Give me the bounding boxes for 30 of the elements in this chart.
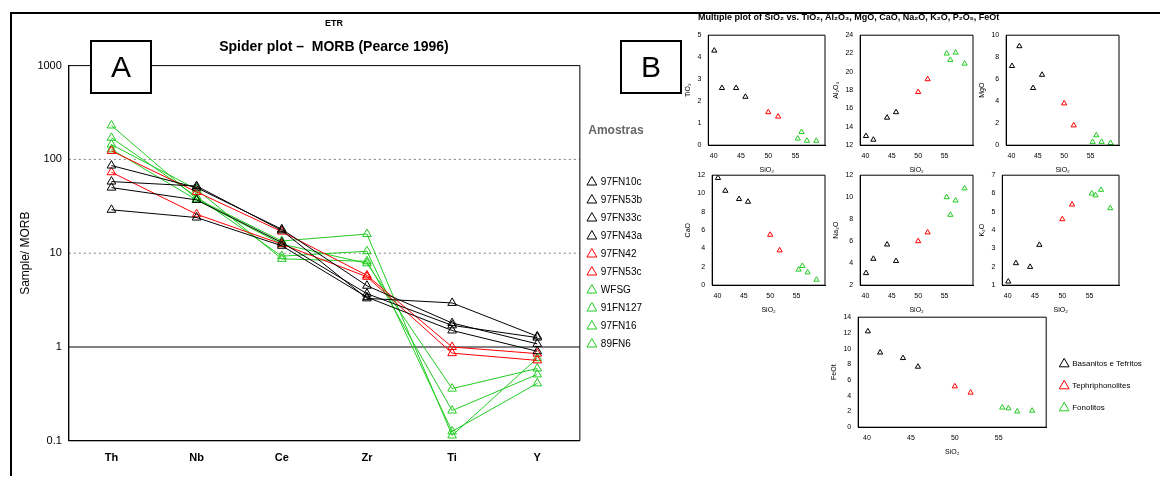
y-axis-title: Sample/ MORB: [17, 211, 32, 295]
y-tick-label: 10: [49, 246, 62, 259]
legend-label: 91FN127: [600, 301, 643, 313]
x-tick-label: Ti: [447, 451, 457, 464]
y-tick-label: 1: [55, 340, 62, 353]
legend-label: Tephriphonolites: [1072, 381, 1131, 391]
annotation: A: [90, 40, 152, 94]
text: B: [620, 40, 682, 94]
y-tick-label: 0.1: [46, 433, 62, 446]
legend-label: Fonolitos: [1072, 403, 1105, 413]
x-tick-label: Th: [104, 451, 119, 464]
legend-label: 97FN16: [600, 319, 637, 331]
x-tick-label: Nb: [189, 451, 205, 464]
y-tick-label: 100: [43, 152, 62, 165]
legend-label: Basanitos e Tefritos: [1072, 359, 1142, 369]
x-tick-label: Zr: [361, 451, 374, 464]
legend-label: 97FN42: [600, 247, 637, 259]
legend-label: 97FN10c: [600, 175, 642, 187]
chart-title: ETR: [325, 17, 344, 28]
x-tick-label: Y: [533, 451, 542, 464]
legend-label: 97FN33c: [600, 211, 642, 223]
legend-label: 97FN53c: [600, 265, 642, 277]
y-tick-label: 1000: [37, 58, 62, 71]
legend-label: 89FN6: [600, 337, 632, 349]
chart-subtitle: Spider plot – MORB (Pearce 1996): [219, 38, 449, 55]
legend-label: 97FN43a: [600, 229, 643, 241]
legend-title: Amostras: [588, 123, 644, 138]
legend-label: 97FN53b: [600, 193, 643, 205]
x-tick-label: Ce: [274, 451, 289, 464]
legend-label: WFSG: [600, 283, 632, 295]
